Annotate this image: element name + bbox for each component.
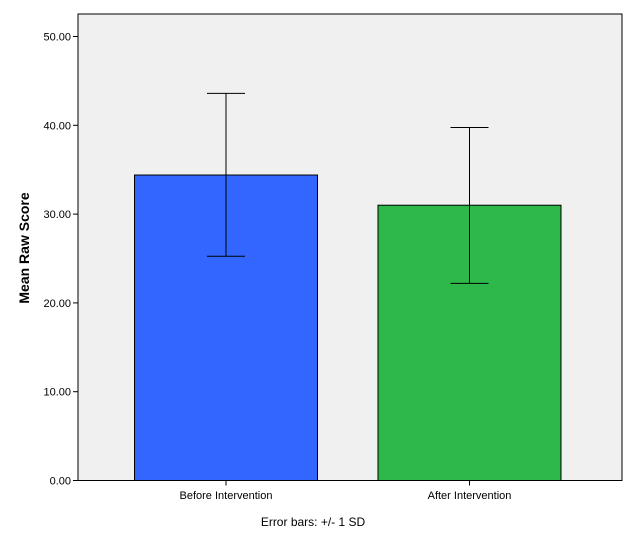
y-tick-label: 0.00 [50,476,71,488]
x-axis: Before Intervention After Intervention [180,480,512,502]
bars [134,92,562,481]
y-tick-label: 40.00 [43,120,71,132]
y-tick-label: 50.00 [43,32,71,44]
footnote: Error bars: +/- 1 SD [261,515,366,529]
x-tick-label: Before Intervention [180,490,273,502]
y-axis: 0.00 10.00 20.00 30.00 40.00 50.00 [43,32,78,488]
x-tick-label: After Intervention [428,490,512,502]
y-axis-label: Mean Raw Score [16,192,32,303]
y-tick-label: 10.00 [43,387,71,399]
y-tick-label: 30.00 [43,209,71,221]
y-tick-label: 20.00 [43,298,71,310]
